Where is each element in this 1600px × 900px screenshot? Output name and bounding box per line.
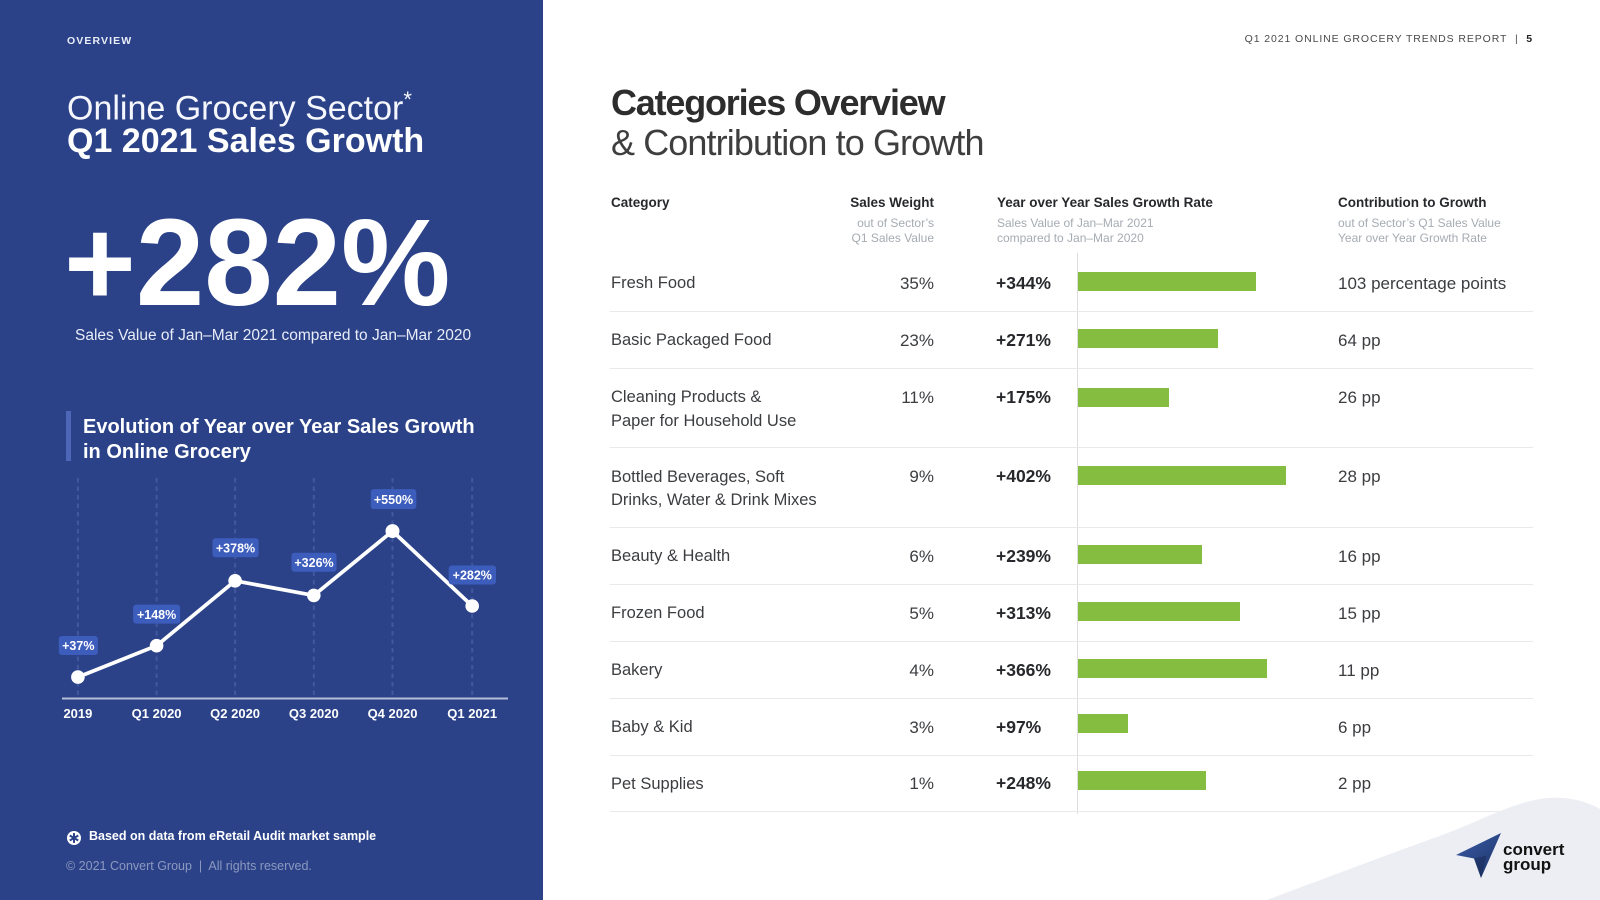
svg-text:group: group [1503,855,1551,874]
svg-text:+378%: +378% [216,541,255,555]
svg-text:Q1 2020: Q1 2020 [132,706,182,721]
svg-text:+148%: +148% [137,608,176,622]
svg-text:Q1 2021: Q1 2021 [447,706,497,721]
svg-text:Q2 2020: Q2 2020 [210,706,260,721]
svg-text:convert: convert [1503,840,1565,859]
svg-text:2019: 2019 [63,706,92,721]
svg-text:+282%: +282% [453,569,492,583]
svg-text:Q3 2020: Q3 2020 [289,706,339,721]
svg-text:+37%: +37% [62,639,94,653]
svg-text:+326%: +326% [294,556,333,570]
svg-text:Q4 2020: Q4 2020 [368,706,418,721]
svg-text:+550%: +550% [374,493,413,507]
